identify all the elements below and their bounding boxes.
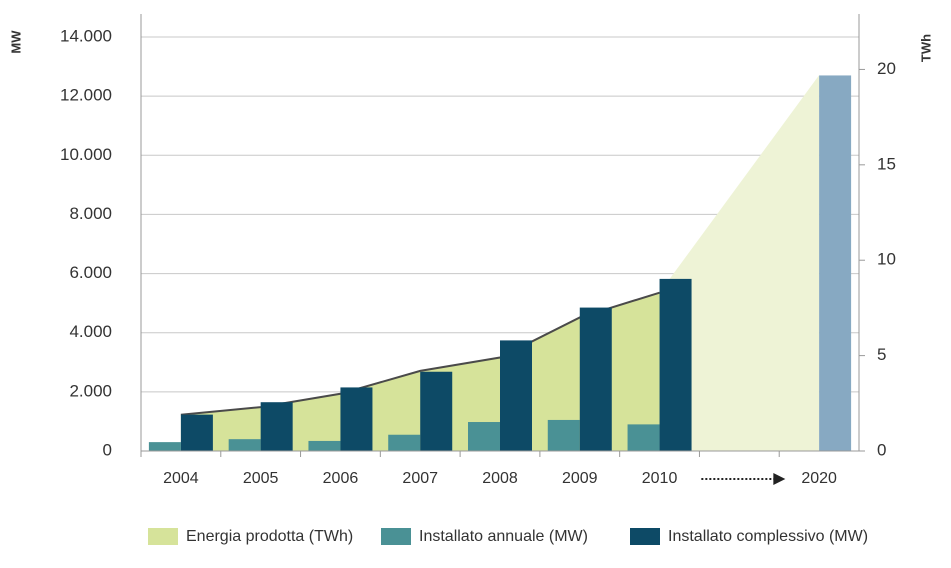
bar xyxy=(388,434,421,451)
bar xyxy=(420,371,453,451)
x-arrow-head xyxy=(773,473,786,485)
y-tick-label: 0 xyxy=(103,440,112,459)
y-tick-label: 4.000 xyxy=(69,322,112,341)
y2-tick-label: 20 xyxy=(877,59,896,78)
x-tick-label: 2006 xyxy=(323,470,359,487)
bar xyxy=(819,75,852,451)
y-tick-label: 8.000 xyxy=(69,204,112,223)
y-tick-label: 6.000 xyxy=(69,263,112,282)
y-axis-label: MW xyxy=(8,30,23,54)
y-tick-label: 12.000 xyxy=(60,86,112,105)
x-tick-label: 2004 xyxy=(163,470,199,487)
bar xyxy=(228,439,261,451)
y2-axis-label: TWh xyxy=(918,34,933,62)
x-tick-label: 2020 xyxy=(801,470,837,487)
bar xyxy=(180,414,213,451)
legend-label: Installato complessivo (MW) xyxy=(668,528,868,545)
bar xyxy=(308,440,341,451)
projection-area xyxy=(659,75,820,452)
legend-swatch xyxy=(381,528,411,545)
legend-label: Installato annuale (MW) xyxy=(419,528,588,545)
x-tick-label: 2007 xyxy=(402,470,438,487)
bar xyxy=(579,307,612,451)
legend-label: Energia prodotta (TWh) xyxy=(186,528,353,545)
x-tick-label: 2010 xyxy=(642,470,678,487)
x-tick-label: 2009 xyxy=(562,470,598,487)
bar xyxy=(500,340,532,451)
y2-tick-label: 5 xyxy=(877,345,886,364)
legend-swatch xyxy=(148,528,178,545)
y2-tick-label: 0 xyxy=(877,440,886,459)
x-tick-label: 2005 xyxy=(243,470,279,487)
bar xyxy=(547,419,580,451)
bar xyxy=(659,278,692,451)
y-tick-label: 10.000 xyxy=(60,145,112,164)
y-tick-label: 14.000 xyxy=(60,26,112,45)
bar xyxy=(627,424,660,451)
bar xyxy=(468,422,500,451)
y-tick-label: 2.000 xyxy=(69,381,112,400)
y2-tick-label: 15 xyxy=(877,154,896,173)
bar xyxy=(260,402,293,451)
bar xyxy=(340,387,373,451)
legend-swatch xyxy=(630,528,660,545)
y2-tick-label: 10 xyxy=(877,250,896,269)
bar xyxy=(148,442,181,451)
x-tick-label: 2008 xyxy=(482,470,518,487)
